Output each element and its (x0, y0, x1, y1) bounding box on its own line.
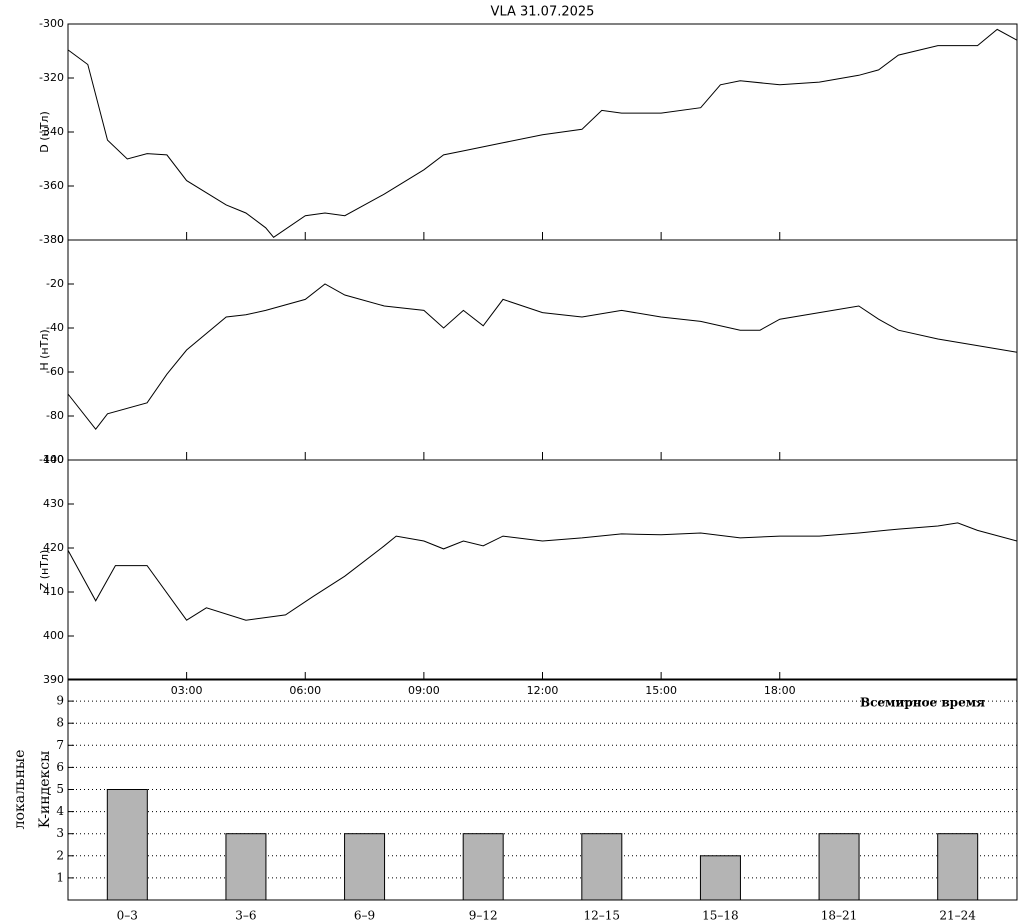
y-tick-label: -20 (46, 277, 64, 290)
x-tick-label: 12–15 (584, 909, 621, 921)
data-line (67, 28, 1018, 238)
y-tick-label: -80 (46, 409, 64, 422)
x-tick-label: 0–3 (117, 909, 138, 921)
plot-frame (67, 459, 1018, 681)
y-axis-label: D (нТл) (38, 111, 51, 153)
bar (106, 789, 148, 901)
bar (225, 833, 267, 901)
x-tick-label: 12:00 (527, 684, 559, 697)
y-axis-label: локальные (12, 750, 28, 830)
y-tick-label: 1 (56, 870, 64, 884)
x-tick-label: 15:00 (645, 684, 677, 697)
bar (581, 833, 623, 901)
y-tick-label: 5 (56, 782, 64, 796)
y-axis-label: H (нТл) (38, 329, 51, 370)
bar (344, 833, 386, 901)
y-tick-label: 0 (57, 233, 64, 246)
y-tick-label: -300 (39, 17, 64, 30)
y-tick-label: 440 (43, 453, 64, 466)
y-tick-label: -340 (39, 125, 64, 138)
y-tick-label: 390 (43, 673, 64, 686)
y-tick-label: 6 (56, 760, 64, 774)
y-axis-label: Z (нТл) (38, 550, 51, 591)
y-tick-label: 2 (56, 848, 64, 862)
y-tick-label: -360 (39, 179, 64, 192)
y-tick-label: -40 (46, 321, 64, 334)
x-tick-label: 6–9 (354, 909, 375, 921)
y-tick-label: -60 (46, 365, 64, 378)
data-line (67, 522, 1018, 621)
data-line (67, 283, 1018, 431)
y-tick-label: -320 (39, 71, 64, 84)
bar (699, 855, 741, 901)
x-tick-label: 3–6 (235, 909, 256, 921)
x-tick-label: 03:00 (171, 684, 203, 697)
x-tick-label: 06:00 (289, 684, 321, 697)
x-tick-label: 18–21 (821, 909, 858, 921)
y-tick-label: -100 (39, 453, 64, 466)
y-tick-label: 400 (43, 629, 64, 642)
x-tick-label: 15–18 (702, 909, 739, 921)
x-tick-label: 09:00 (408, 684, 440, 697)
y-tick-label: 4 (56, 804, 64, 818)
chart-title: VLA 31.07.2025 (491, 5, 595, 20)
bar (937, 833, 979, 901)
y-tick-label: 3 (56, 826, 64, 840)
y-tick-label: -380 (39, 233, 64, 246)
y-tick-label: 8 (56, 716, 64, 730)
bar (462, 833, 504, 901)
y-tick-label: 420 (43, 541, 64, 554)
y-tick-label: 7 (56, 738, 64, 752)
y-tick-label: 9 (56, 694, 64, 708)
x-tick-label: 9–12 (469, 909, 498, 921)
bar (818, 833, 860, 901)
x-tick-label: 21–24 (939, 909, 976, 921)
y-tick-label: 430 (43, 497, 64, 510)
x-tick-label: 18:00 (764, 684, 796, 697)
x-axis-label: Всемирное время (860, 696, 985, 710)
y-tick-label: 410 (43, 585, 64, 598)
plot-frame (67, 678, 1018, 901)
y-axis-label: K-индексы (37, 751, 53, 828)
